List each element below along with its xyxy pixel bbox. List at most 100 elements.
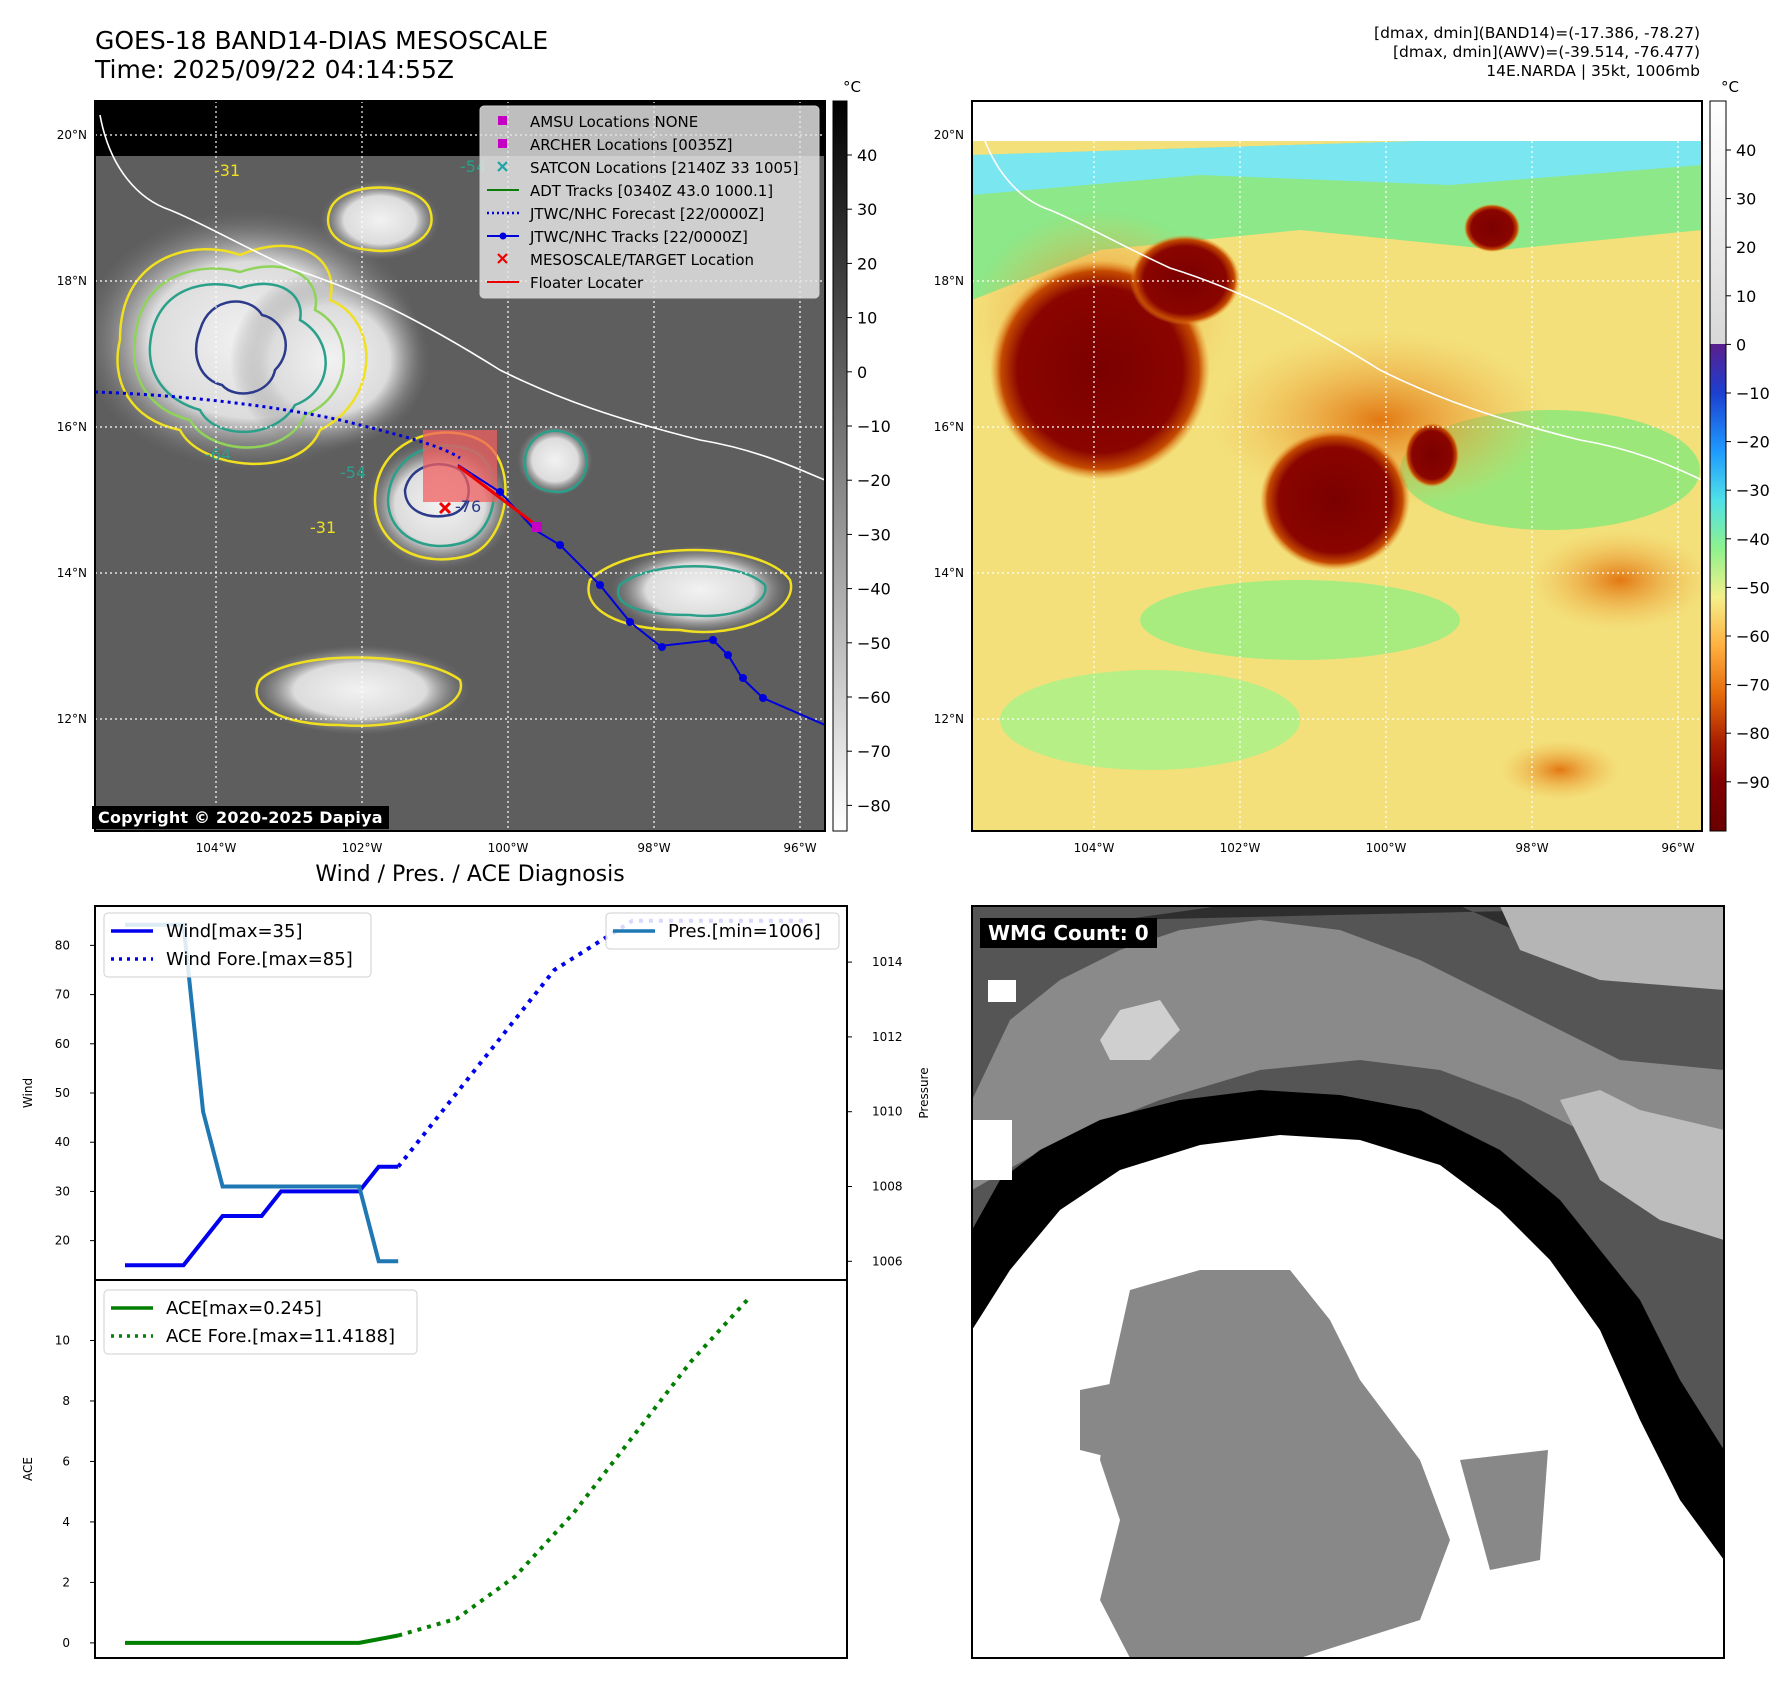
wind-legend: Wind[max=35] Wind Fore.[max=85]	[103, 912, 372, 978]
contour-minus76-nw	[194, 300, 287, 395]
gray-colorbar: °C 40 30 20 10 0 −10 −20 −30 −40 −50 −60 −70 −80	[832, 78, 891, 832]
ir-gridlines	[95, 101, 825, 831]
ace-series	[125, 1296, 751, 1645]
colorbar-tick-label: −20	[857, 471, 891, 490]
x-marker-icon	[497, 161, 508, 172]
wmg-frame	[971, 905, 1725, 1659]
ir-map-panel: -31 -54 -64 -76 -31 -54 20°N 18°N 16°N 1…	[57, 100, 826, 855]
awv-map-frame	[971, 100, 1703, 832]
title-line-1: GOES-18 BAND14-DIAS MESOSCALE	[95, 26, 549, 55]
lon-label: 104°W	[1074, 841, 1115, 855]
cloud-cluster-east	[517, 424, 593, 496]
stats-line-3: 14E.NARDA | 35kt, 1006mb	[1486, 62, 1700, 80]
contour-label: -54	[340, 463, 366, 482]
colorbar-unit: °C	[1721, 78, 1739, 96]
lat-label: 12°N	[57, 712, 87, 726]
colorbar-tick-label: −10	[857, 417, 891, 436]
awv-cool-strip	[972, 132, 1702, 195]
ace-tick-label: 6	[62, 1454, 70, 1468]
cloud-cluster-north	[320, 180, 440, 260]
lat-label: 14°N	[57, 566, 87, 580]
contour-minus64-nw	[148, 282, 327, 434]
pressure-axis-label: Pressure	[917, 1067, 931, 1118]
wmg-white-edge	[972, 1120, 1012, 1180]
pressure-tick-label: 1006	[872, 1254, 903, 1268]
contour-minus54-se	[617, 565, 767, 618]
colorbar-tick-label: −70	[857, 742, 891, 761]
colorbar-tick-label: 10	[857, 309, 877, 328]
contour-label: -31	[310, 518, 336, 537]
pressure-tick-label: 1012	[872, 1030, 903, 1044]
colorbar-tick-label: −40	[857, 580, 891, 599]
awv-warm-southeast	[1500, 740, 1620, 800]
legend-entry: ADT Tracks [0340Z 43.0 1000.1]	[487, 182, 773, 200]
square-marker-icon	[498, 139, 507, 148]
pressure-legend: Pres.[min=1006]	[605, 912, 840, 950]
colorbar-tick-label: −80	[857, 796, 891, 815]
colorbar-ticks: 40 30 20 10 0 −10 −20 −30 −40 −50 −60 −70 −80 −90	[1726, 141, 1770, 792]
stats-line-2: [dmax, dmin](AWV)=(-39.514, -76.477)	[1393, 43, 1700, 61]
colorbar-tick-label: 10	[1736, 287, 1756, 306]
legend-label: Wind Fore.[max=85]	[166, 949, 353, 970]
colorbar-tick-label: 0	[1736, 335, 1746, 354]
wind-tick-label: 40	[55, 1135, 70, 1149]
awv-hotspot-core	[1260, 430, 1410, 570]
lon-label: 102°W	[342, 841, 383, 855]
legend-label: ACE Fore.[max=11.4188]	[166, 1326, 395, 1347]
colorbar-unit: °C	[843, 78, 861, 96]
title-line-2: Time: 2025/09/22 04:14:55Z	[95, 55, 454, 84]
contour-minus31-core	[373, 431, 507, 561]
contour-minus31-nw	[116, 244, 368, 466]
cloud-cluster-west	[230, 270, 430, 450]
legend-label: SATCON Locations [2140Z 33 1005]	[530, 159, 798, 177]
wind-y-ticks: 20 30 40 50 60 70 80	[55, 938, 95, 1248]
diagnosis-title: Wind / Pres. / ACE Diagnosis	[315, 862, 625, 887]
legend-entry: MESOSCALE/TARGET Location	[497, 251, 754, 269]
wind-tick-label: 20	[55, 1234, 70, 1248]
contour-label: -76	[455, 497, 481, 516]
awv-hotspot-north	[1130, 235, 1240, 325]
lat-label: 12°N	[934, 712, 964, 726]
diagnosis-panel: 20 30 40 50 60 70 80 1006 1008 1010 1012 1014 0 2 4 6…	[21, 905, 931, 1659]
colorbar-tick-label: 40	[857, 146, 877, 165]
ace-tick-label: 8	[62, 1394, 70, 1408]
cloud-band-southeast	[610, 545, 790, 635]
ace-legend: ACE[max=0.245] ACE Fore.[max=11.4188]	[103, 1289, 418, 1355]
pressure-tick-label: 1010	[872, 1105, 903, 1119]
lon-label: 100°W	[1366, 841, 1407, 855]
wind-axis-label: Wind	[21, 1078, 35, 1108]
ace-tick-label: 0	[62, 1636, 70, 1650]
lat-label: 20°N	[57, 128, 87, 142]
colorbar-tick-label: −80	[1736, 724, 1770, 743]
wmg-count-badge: WMG Count: 0	[980, 918, 1157, 948]
colorbar-tick-label: −30	[857, 525, 891, 544]
ir-map-frame	[94, 100, 826, 832]
colorbar-tick-label: −90	[1736, 773, 1770, 792]
colorbar-tick-label: −30	[1736, 481, 1770, 500]
lon-label: 98°W	[637, 841, 670, 855]
colorbar-tick-label: 0	[857, 363, 867, 382]
contour-label: -31	[214, 161, 240, 180]
wind-tick-label: 50	[55, 1086, 70, 1100]
legend-entry: SATCON Locations [2140Z 33 1005]	[497, 159, 798, 177]
awv-hotspot-east	[1405, 423, 1459, 487]
awv-map-panel: 20°N 18°N 16°N 14°N 12°N 104°W 102°W 100…	[934, 100, 1703, 855]
legend-entry: JTWC/NHC Forecast [22/0000Z]	[487, 205, 764, 223]
contour-label: -64	[205, 445, 231, 464]
x-marker-icon	[497, 253, 508, 264]
lat-label: 18°N	[57, 274, 87, 288]
colorbar-gradient	[832, 100, 848, 832]
lon-label: 96°W	[1661, 841, 1694, 855]
legend-box	[103, 912, 372, 978]
wmg-gray-fragment	[1080, 1380, 1150, 1460]
awv-moist-southwest	[1000, 670, 1300, 770]
colorbar-cold-segment	[1710, 344, 1726, 831]
ir-lon-labels: 104°W 102°W 100°W 98°W 96°W	[196, 841, 817, 855]
legend-label: JTWC/NHC Forecast [22/0000Z]	[529, 205, 764, 223]
colorbar-tick-label: −40	[1736, 530, 1770, 549]
lat-label: 14°N	[934, 566, 964, 580]
lat-label: 16°N	[57, 420, 87, 434]
colorbar-ticks: 40 30 20 10 0 −10 −20 −30 −40 −50 −60 −70 −80	[847, 146, 891, 815]
colorbar-frame	[1709, 100, 1727, 832]
awv-warm-east	[1530, 530, 1702, 630]
